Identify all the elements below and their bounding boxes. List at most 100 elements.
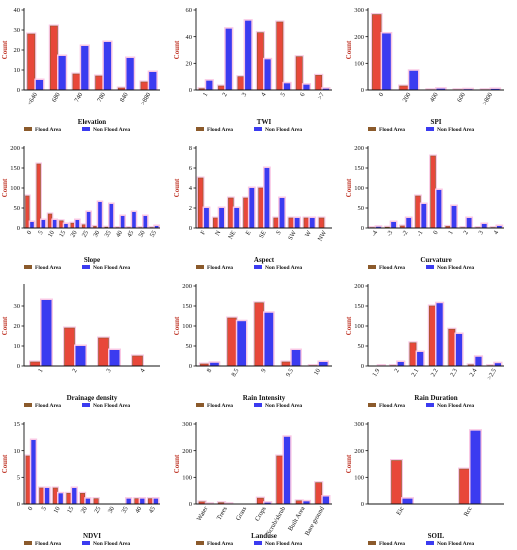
bar-flood-2 (72, 73, 81, 91)
x-tick-label: 6 (299, 91, 307, 98)
bar-flood-2 (228, 197, 234, 229)
x-tick-label: S (275, 229, 283, 236)
legend-label-nonflood: Non Flood Area (93, 265, 130, 271)
bar-nonflood-2 (245, 20, 252, 91)
legend-label-flood: Flood Area (35, 265, 61, 271)
bar-nonflood-0 (206, 80, 213, 90)
chart-panel-elevation: <640 680 740 780 840 >880 0 10 20 30 40 Count Elevat… (1, 7, 160, 133)
bar-nonflood-6 (494, 363, 502, 366)
x-tick-label: 3 (241, 92, 249, 98)
legend-swatch-nonflood (82, 127, 90, 131)
bar-flood-1 (49, 25, 58, 91)
legend: Flood Area Non Flood Area (368, 127, 474, 133)
bar-flood-5 (273, 217, 279, 229)
x-tick-label: 200 (402, 92, 413, 104)
y-tick-label: 150 (182, 303, 192, 310)
legend-label-flood: Flood Area (35, 541, 61, 547)
bar-nonflood-4 (126, 58, 134, 90)
y-tick-label: 30 (14, 303, 21, 310)
bar-flood-1 (64, 327, 75, 367)
x-tick-label: Crops (254, 505, 268, 522)
x-tick-label: 0 (378, 92, 386, 98)
x-axis-label: Curvature (420, 256, 451, 264)
x-axis-label: SPI (431, 118, 442, 126)
bar-nonflood-2 (264, 312, 274, 366)
bar-nonflood-1 (75, 346, 86, 366)
bar-flood-0 (30, 361, 41, 367)
x-tick-label: 3 (105, 368, 113, 374)
bar-nonflood-4 (318, 362, 328, 366)
bar-nonflood-3 (291, 350, 301, 366)
x-tick-label: Trees (216, 505, 229, 521)
bar-nonflood-7 (109, 204, 114, 228)
bar-nonflood-7 (126, 498, 131, 504)
y-tick-label: 0 (17, 225, 20, 232)
bar-nonflood-5 (451, 206, 457, 228)
legend-swatch-nonflood (254, 541, 262, 545)
bar-nonflood-9 (153, 498, 159, 504)
x-tick-label: 4 (492, 229, 500, 236)
x-tick-label: 0 (27, 506, 35, 512)
bar-flood-9 (148, 498, 154, 505)
x-tick-label: 35 (120, 506, 129, 515)
bar-nonflood-4 (264, 168, 270, 228)
legend: Flood Area Non Flood Area (24, 541, 130, 547)
bar-flood-0 (25, 195, 30, 229)
y-tick-label: 6 (189, 165, 193, 172)
x-tick-label: 55 (149, 230, 158, 239)
legend: Flood Area Non Flood Area (196, 265, 302, 271)
x-tick-label: Grass (235, 505, 249, 522)
x-tick-label: 600 (456, 92, 467, 104)
legend-swatch-nonflood (426, 403, 434, 407)
y-axis-label: Count (1, 454, 9, 473)
legend-label-flood: Flood Area (207, 541, 233, 547)
bar-flood-4 (276, 21, 284, 91)
bar-flood-2 (98, 337, 109, 367)
legend-label-flood: Flood Area (207, 127, 233, 133)
x-tick-label: 1 (447, 230, 455, 236)
bar-flood-2 (47, 213, 53, 229)
bar-nonflood-0 (382, 33, 391, 90)
bar-halo (307, 364, 320, 366)
x-tick-label: F (199, 229, 207, 236)
bar-halo (103, 225, 110, 228)
x-axis-label: Aspect (254, 256, 275, 264)
legend-swatch-flood (24, 403, 32, 407)
legend-label-nonflood: Non Flood Area (265, 541, 302, 547)
bar-flood-3 (281, 361, 292, 367)
bar-nonflood-3 (103, 42, 112, 90)
bar-flood-0 (372, 14, 382, 91)
x-tick-label: 2 (393, 368, 401, 374)
legend-label-nonflood: Non Flood Area (93, 127, 130, 133)
bar-nonflood-3 (249, 188, 255, 228)
legend-label-flood: Flood Area (207, 265, 233, 271)
y-tick-label: 0 (361, 363, 364, 370)
bar-nonflood-1 (219, 208, 225, 228)
x-tick-label: 5 (279, 92, 287, 98)
x-axis-label: Landuse (251, 532, 277, 540)
bar-flood-2 (254, 302, 264, 367)
y-axis-label: Count (173, 454, 181, 473)
bar-halo (263, 501, 273, 504)
bar-nonflood-1 (237, 321, 247, 366)
bar-nonflood-3 (421, 204, 427, 228)
y-tick-label: 4 (189, 185, 193, 192)
y-tick-label: 40 (14, 7, 21, 14)
legend-label-flood: Flood Area (379, 127, 405, 133)
y-axis-label: Count (1, 178, 9, 197)
legend: Flood Area Non Flood Area (24, 403, 130, 409)
y-tick-label: 10 (14, 343, 21, 350)
x-tick-label: 35 (103, 230, 112, 239)
bar-nonflood-1 (225, 28, 232, 91)
y-axis-label: Count (173, 40, 181, 59)
chart-panel-slope: 0 5 10 15 20 25 30 35 40 45 50 55050100150200CountS… (1, 145, 160, 271)
y-tick-label: 200 (10, 145, 20, 152)
legend: Flood Area Non Flood Area (368, 541, 474, 547)
x-tick-label: 10 (313, 368, 322, 377)
legend-label-nonflood: Non Flood Area (93, 541, 130, 547)
y-tick-label: 150 (354, 303, 364, 310)
legend-swatch-flood (196, 265, 204, 269)
